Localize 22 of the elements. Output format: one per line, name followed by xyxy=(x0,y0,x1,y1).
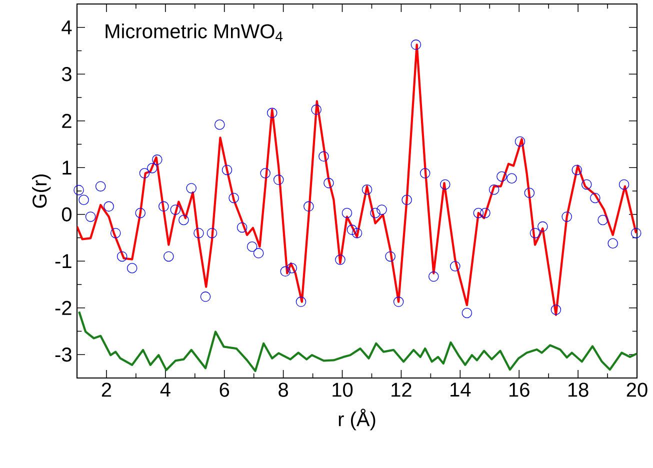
x-axis-title: r (Å) xyxy=(338,408,376,430)
y-tick-label: 4 xyxy=(62,20,72,34)
x-tick-label: 12 xyxy=(392,382,412,397)
y-tick-label: 3 xyxy=(62,67,72,82)
y-tick-label: -1 xyxy=(55,254,72,268)
x-tick-label: 18 xyxy=(568,382,588,397)
x-tick-label: 6 xyxy=(220,382,230,397)
x-tick-label: 2 xyxy=(102,382,112,397)
x-tick-label: 14 xyxy=(450,382,471,396)
y-tick-label: -2 xyxy=(55,300,72,315)
y-axis-title: G(r) xyxy=(32,174,51,208)
x-tick-label: 4 xyxy=(160,382,170,396)
line-series xyxy=(78,310,638,372)
x-tick-label: 20 xyxy=(626,382,648,397)
x-tick-label: 10 xyxy=(332,382,353,397)
x-tick-label: 16 xyxy=(510,382,530,397)
y-tick-label: 1 xyxy=(62,160,72,175)
y-tick-label: -3 xyxy=(55,348,72,362)
x-tick-label: 8 xyxy=(278,382,288,397)
y-tick-label: 2 xyxy=(62,114,72,128)
y-tick-label: 0 xyxy=(62,207,72,222)
annotation: Micrometric MnWO$_{4}$ xyxy=(106,24,283,42)
